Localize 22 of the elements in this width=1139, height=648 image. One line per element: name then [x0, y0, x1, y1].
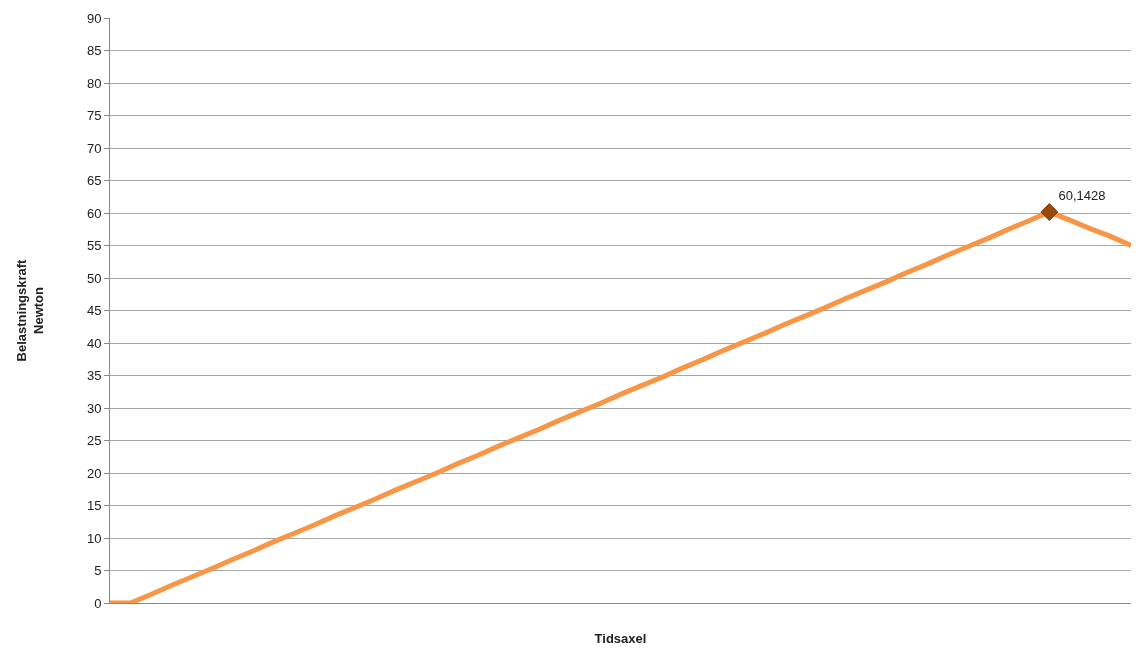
y-tick-label: 80 [86, 75, 102, 91]
y-tick-label: 55 [86, 238, 102, 254]
y-tick-label: 65 [86, 173, 102, 189]
x-axis-title: Tidsaxel [594, 631, 647, 647]
y-tick-label: 0 [94, 595, 102, 611]
y-tick-label: 85 [86, 43, 102, 59]
y-tick-label: 35 [86, 368, 102, 384]
y-tick-label: 70 [86, 140, 102, 156]
y-tick-label: 25 [86, 433, 102, 449]
y-axis-title: Belastningskraft Newton [13, 258, 46, 362]
y-tick-label: 20 [86, 465, 102, 481]
data-label: 60,1428 [1058, 187, 1106, 203]
y-tick-label: 15 [86, 498, 102, 514]
y-tick-label: 30 [86, 400, 102, 416]
y-tick-label: 45 [86, 303, 102, 319]
y-tick-label: 10 [86, 530, 102, 546]
y-tick-label: 60 [86, 205, 102, 221]
y-tick-label: 90 [86, 10, 102, 26]
y-tick-label: 50 [86, 270, 102, 286]
y-tick-label: 40 [86, 335, 102, 351]
y-tick-label: 75 [86, 108, 102, 124]
y-tick-label: 5 [94, 563, 102, 579]
